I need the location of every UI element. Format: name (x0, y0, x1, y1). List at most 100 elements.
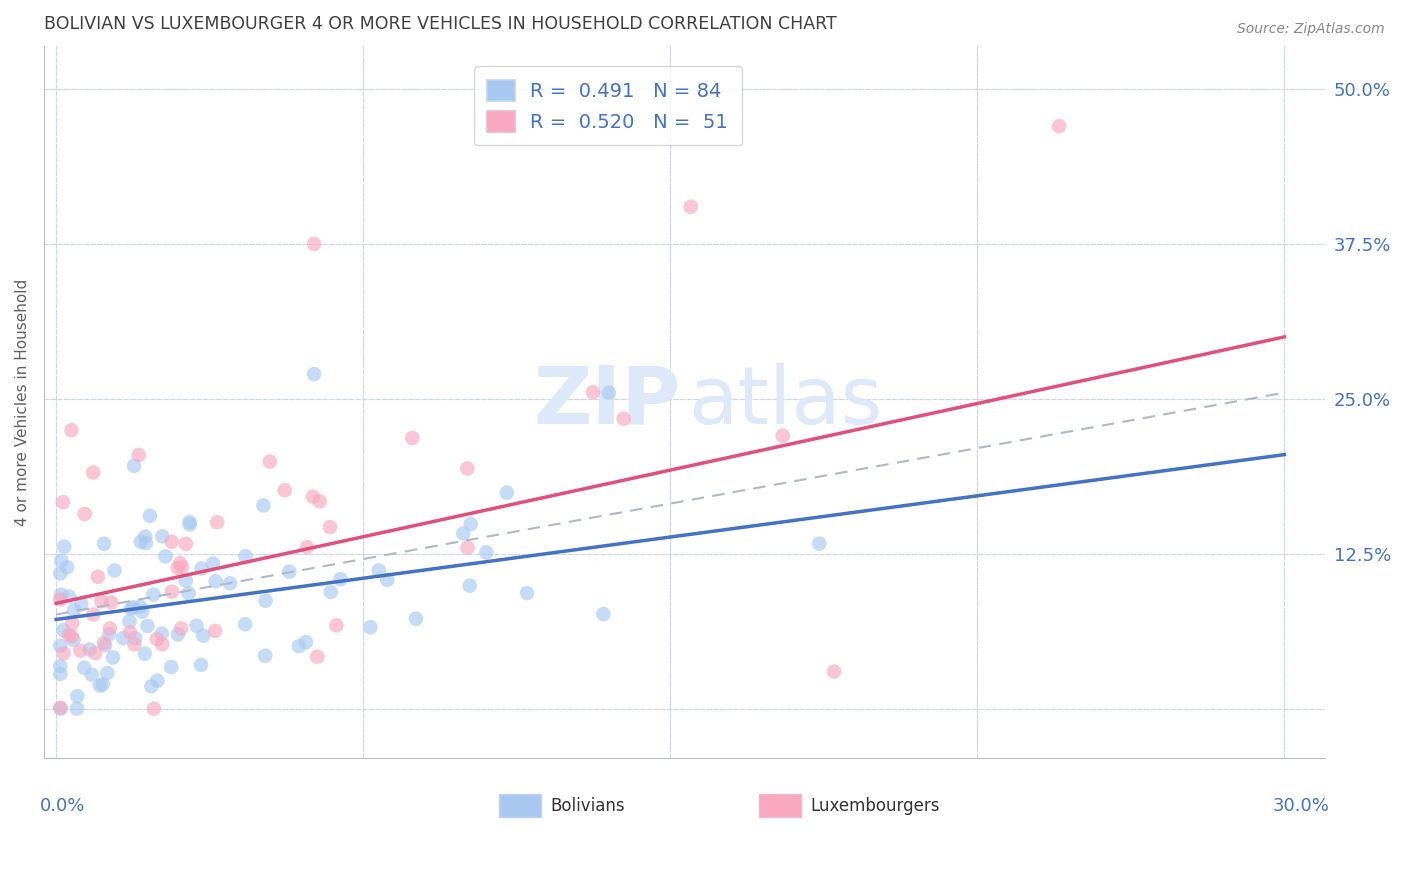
Text: Source: ZipAtlas.com: Source: ZipAtlas.com (1237, 22, 1385, 37)
Point (204, 624, 226, 638)
Point (124, 632, 146, 646)
Point (82, 466, 104, 480)
Point (613, 411, 636, 425)
Point (278, 565, 301, 579)
Point (375, 573, 398, 587)
Point (179, 517, 201, 532)
Point (49, 592, 72, 607)
Text: atlas: atlas (689, 363, 883, 441)
Point (329, 572, 352, 586)
Point (134, 530, 156, 544)
Point (142, 701, 165, 715)
Point (325, 618, 347, 632)
Point (49, 701, 72, 715)
Point (124, 637, 146, 651)
Point (772, 428, 794, 442)
Point (56, 560, 79, 574)
Point (516, 586, 538, 600)
Point (139, 508, 162, 523)
Point (456, 461, 478, 475)
Point (302, 490, 325, 504)
Point (98, 622, 121, 636)
Point (160, 534, 183, 549)
Text: Luxembourgers: Luxembourgers (810, 797, 939, 815)
Point (94, 638, 117, 652)
Point (80, 667, 103, 681)
Point (496, 485, 519, 500)
Point (52, 495, 75, 509)
Point (308, 494, 330, 508)
Point (679, 200, 702, 214)
Point (49, 566, 72, 581)
Point (60, 629, 83, 643)
Text: 30.0%: 30.0% (1272, 797, 1329, 815)
Point (170, 560, 193, 574)
Point (405, 612, 427, 626)
Point (177, 586, 200, 600)
Point (93, 636, 115, 650)
Point (160, 660, 183, 674)
Point (160, 584, 183, 599)
Point (49, 588, 72, 602)
Point (90, 594, 112, 608)
Point (186, 619, 208, 633)
Point (142, 588, 165, 602)
Point (155, 549, 177, 564)
Point (101, 650, 124, 665)
Point (79, 642, 101, 657)
Point (87, 570, 110, 584)
Text: Bolivians: Bolivians (550, 797, 624, 815)
Point (475, 545, 498, 559)
Point (98, 627, 121, 641)
Point (451, 526, 474, 541)
Point (302, 367, 325, 381)
Point (205, 515, 228, 529)
Point (73, 507, 96, 521)
Point (84, 646, 107, 660)
Point (60, 616, 83, 631)
Y-axis label: 4 or more Vehicles in Household: 4 or more Vehicles in Household (15, 278, 30, 525)
Point (167, 627, 190, 641)
Point (53, 540, 76, 554)
Point (135, 536, 157, 550)
Point (122, 600, 145, 615)
Point (150, 626, 173, 640)
Point (118, 615, 141, 629)
Point (219, 576, 242, 591)
Point (367, 563, 389, 577)
Point (52, 623, 75, 637)
Point (103, 564, 125, 578)
Point (190, 561, 212, 575)
Point (166, 561, 188, 575)
Point (70, 597, 93, 611)
Point (112, 631, 135, 645)
Point (89, 679, 111, 693)
Point (201, 557, 224, 571)
Point (174, 537, 197, 551)
Point (62, 632, 84, 647)
Point (174, 574, 197, 588)
Point (58, 590, 80, 604)
Point (129, 534, 152, 549)
Point (49, 659, 72, 673)
Point (233, 617, 256, 632)
Point (254, 593, 277, 607)
Point (146, 632, 169, 647)
Text: ZIP: ZIP (533, 363, 681, 441)
Point (58, 628, 80, 642)
Point (288, 639, 311, 653)
Point (128, 448, 150, 462)
Point (150, 529, 173, 543)
Point (179, 515, 201, 529)
Point (150, 637, 173, 651)
Point (190, 657, 212, 672)
Point (91, 677, 114, 691)
Point (359, 620, 381, 634)
FancyBboxPatch shape (499, 794, 541, 817)
Point (319, 585, 342, 599)
Point (129, 599, 152, 614)
Legend: R =  0.491   N = 84, R =  0.520   N =  51: R = 0.491 N = 84, R = 0.520 N = 51 (474, 66, 741, 145)
Point (307, 649, 329, 664)
Point (302, 236, 325, 251)
Point (49, 639, 72, 653)
